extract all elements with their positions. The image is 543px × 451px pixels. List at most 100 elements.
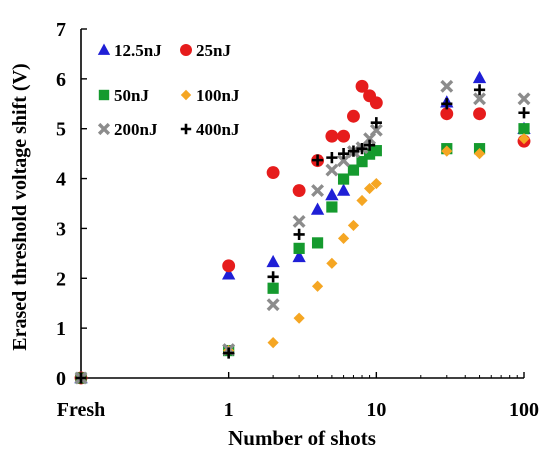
data-point [363,139,376,151]
legend-marker [180,89,192,101]
data-point [518,133,530,145]
data-point [267,271,279,283]
legend-item: 100nJ [180,86,240,105]
data-point [337,148,350,160]
data-point [267,282,279,294]
data-point [440,107,454,121]
data-point [363,148,376,160]
data-point [266,254,280,268]
legend-label: 200nJ [114,120,158,139]
data-point [337,154,351,168]
data-point [347,109,360,123]
legend-label: 400nJ [196,120,240,139]
data-point [472,70,487,84]
data-point [517,92,531,106]
data-point [356,156,368,168]
y-tick-label: 4 [56,169,66,191]
data-point [311,154,324,166]
data-point [356,143,368,155]
legend-item: 400nJ [180,120,240,139]
y-tick-label: 0 [56,368,66,390]
y-tick-label: 6 [56,69,66,91]
data-point [293,242,305,254]
data-point [326,152,338,164]
legend-label: 50nJ [114,86,149,105]
data-point [370,117,382,129]
data-point [267,337,279,349]
x-axis-label: Number of shots [228,426,376,450]
data-point [518,123,530,135]
data-point [337,232,350,244]
legend-item: 50nJ [98,86,149,105]
y-tick-label: 1 [56,318,66,340]
series-400nj [75,84,530,384]
data-point [518,107,530,119]
legend-label: 25nJ [196,41,231,60]
data-point [473,148,486,160]
legend-marker [180,123,192,135]
data-point [369,96,383,110]
data-point [292,249,306,263]
data-point [347,164,360,176]
y-tick-label: 5 [56,119,66,141]
data-point [223,347,235,359]
data-point [310,202,325,215]
legend-marker [97,43,111,55]
x-tick-label: 100 [509,399,539,421]
data-point [363,182,376,195]
data-point [311,280,324,292]
data-point [347,219,360,232]
legend-marker [98,89,110,101]
x-tick-label: 10 [366,399,386,421]
data-point [325,129,339,143]
legend-item: 200nJ [97,120,158,139]
x-tick-label: Fresh [57,399,106,421]
data-point [336,183,351,196]
data-point [441,98,453,110]
data-point [325,188,339,201]
legend-marker [97,122,111,136]
data-point [370,145,382,157]
data-point [369,123,383,137]
data-point [266,166,280,180]
data-point [292,214,306,228]
data-point [292,184,306,197]
data-point [370,177,382,190]
data-points [74,70,531,385]
data-point [293,228,305,241]
axes: 0 1 2 3 4 5 6 7 Fresh 1 10 100 [56,19,539,421]
legend-label: 12.5nJ [114,41,162,60]
data-point [473,92,487,106]
data-point [473,107,486,121]
legend-marker [180,44,192,56]
y-axis-label: Erased threshold voltage shift (V) [9,63,31,350]
data-point [337,173,350,185]
y-tick-label: 2 [56,268,66,290]
data-point [326,257,338,269]
data-point [347,145,360,157]
data-point [441,145,453,157]
data-point [325,163,339,177]
data-point [311,184,325,197]
x-tick-label: 1 [224,399,234,421]
data-point [337,129,351,143]
data-point [440,79,454,93]
data-point [222,267,236,280]
data-point [311,237,324,249]
data-point [326,201,338,213]
data-point [222,259,236,273]
series-50nj [75,123,530,384]
legend-item: 25nJ [180,41,231,60]
data-point [356,194,368,207]
data-point [293,312,305,324]
legend-item: 12.5nJ [97,41,162,60]
y-tick-label: 3 [56,218,66,240]
legend-label: 100nJ [196,86,240,105]
data-point [473,84,486,96]
data-point [266,298,280,312]
y-tick-label: 7 [56,19,66,41]
data-point [75,372,87,384]
legend: 12.5nJ 25nJ 50nJ 100nJ 200nJ 400nJ [97,41,240,139]
data-point [355,79,369,93]
